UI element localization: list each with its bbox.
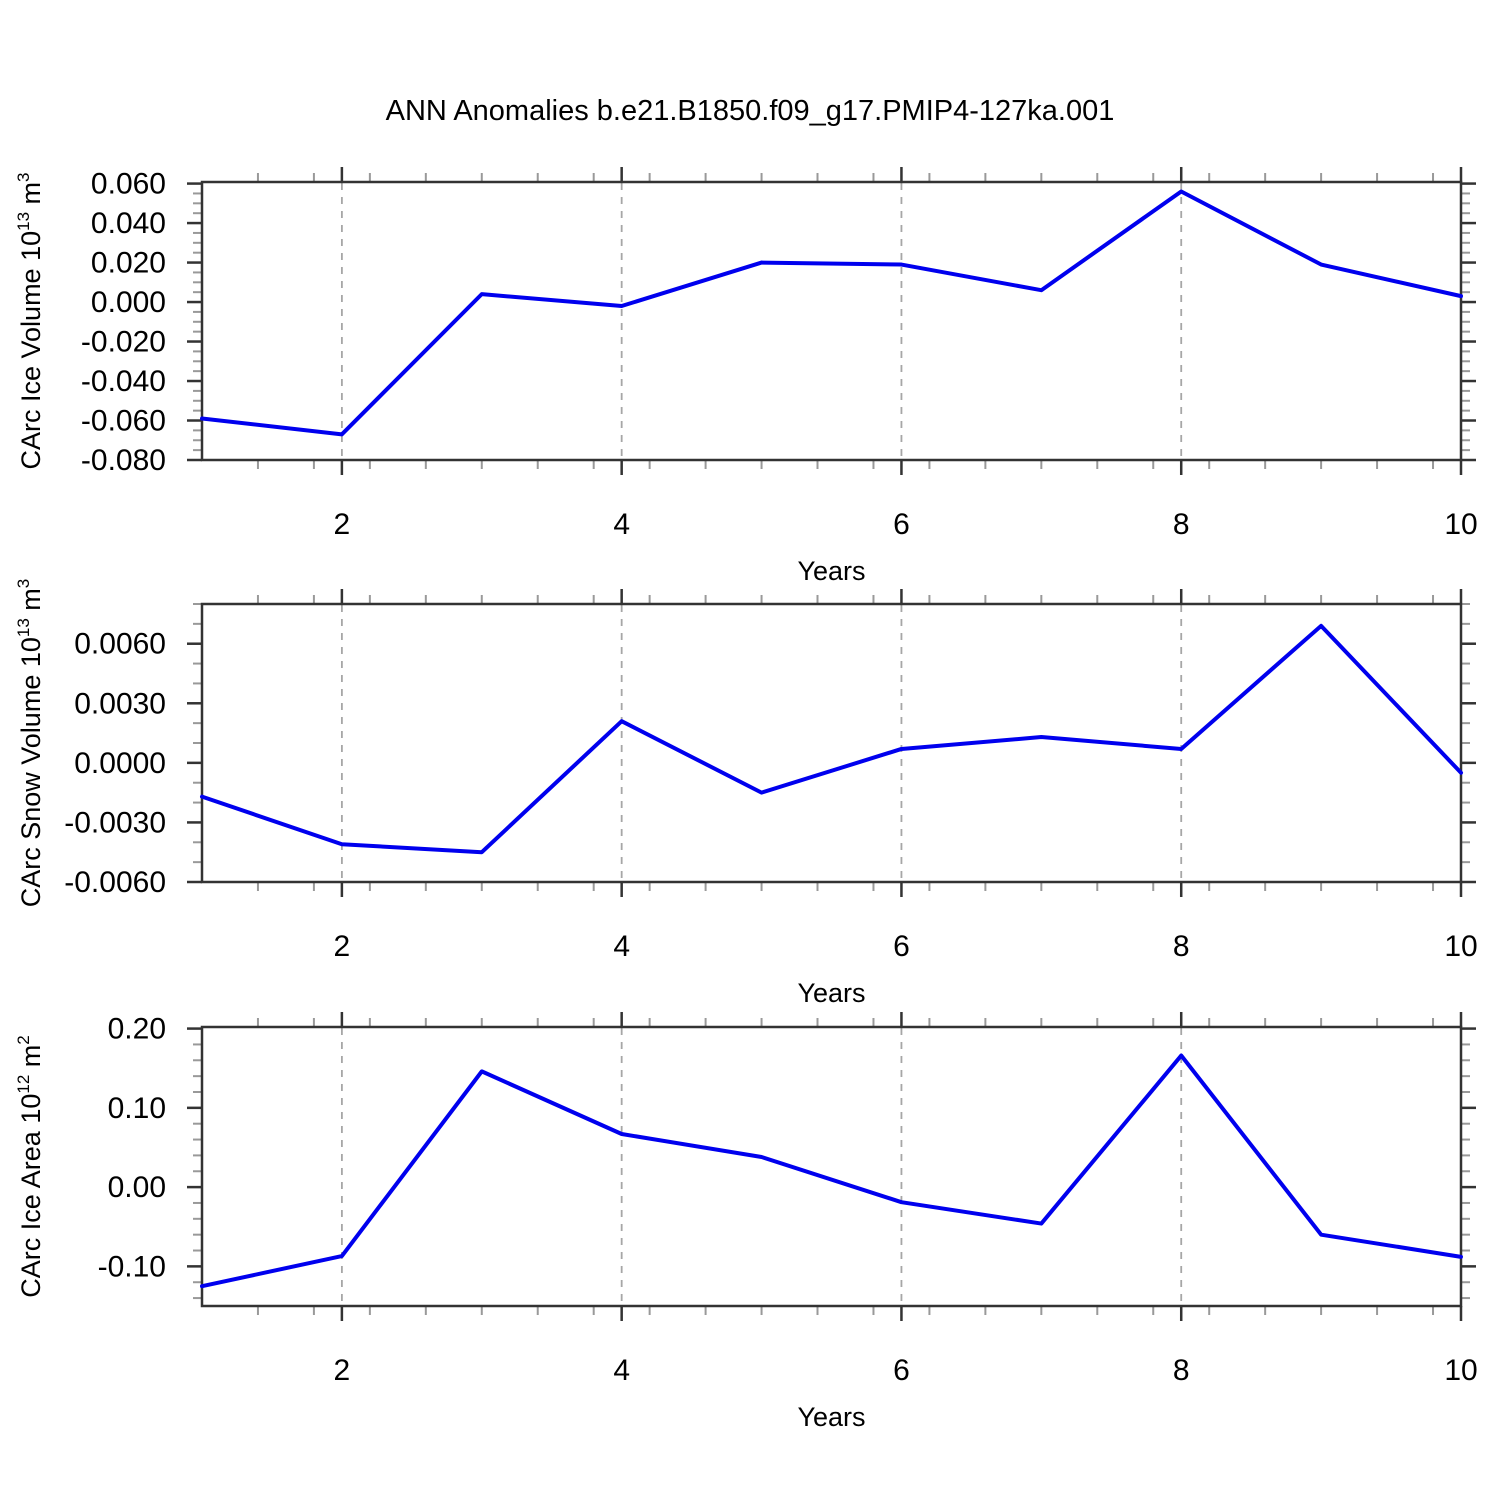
y-axis-title: CArc Ice Area 1012 m2 xyxy=(14,1035,46,1298)
x-tick-label: 4 xyxy=(613,1354,630,1387)
x-tick-label: 10 xyxy=(1444,1354,1477,1387)
y-tick-label: 0.000 xyxy=(91,286,166,319)
x-tick-label: 8 xyxy=(1173,1354,1190,1387)
y-tick-label: 0.060 xyxy=(91,168,166,201)
y-axis-title: CArc Ice Volume 1013 m3 xyxy=(14,172,46,469)
x-tick-label: 6 xyxy=(893,930,910,963)
y-tick-label: -0.080 xyxy=(81,444,166,477)
y-tick-label: 0.20 xyxy=(108,1013,166,1046)
y-tick-label: -0.0030 xyxy=(64,806,166,839)
x-axis-title: Years xyxy=(797,1402,865,1432)
x-tick-label: 10 xyxy=(1444,508,1477,541)
x-tick-label: 2 xyxy=(334,930,351,963)
panel-1: 2 4 6 8 10 0.060 0.040 0.020 0.000 -0.020 -0.040 -0… xyxy=(14,167,1478,586)
y-axis-title: CArc Snow Volume 1013 m3 xyxy=(14,579,46,908)
series-line xyxy=(200,623,1463,855)
plot-box xyxy=(200,1025,1463,1308)
x-axis-title: Years xyxy=(797,978,865,1008)
x-tick-label: 2 xyxy=(334,508,351,541)
y-tick-label: 0.0030 xyxy=(74,687,166,720)
x-tick-label: 8 xyxy=(1173,508,1190,541)
y-tick-label: -0.020 xyxy=(81,326,166,359)
series-line xyxy=(200,189,1463,437)
series-line xyxy=(200,1053,1463,1289)
x-tick-label: 6 xyxy=(893,1354,910,1387)
x-tick-label: 4 xyxy=(613,508,630,541)
plot-box xyxy=(200,180,1463,462)
y-tick-label: 0.10 xyxy=(108,1092,166,1125)
x-tick-label: 8 xyxy=(1173,930,1190,963)
x-tick-label: 6 xyxy=(893,508,910,541)
y-tick-label: -0.060 xyxy=(81,405,166,438)
y-tick-label: 0.040 xyxy=(91,207,166,240)
y-tick-label: 0.020 xyxy=(91,247,166,280)
panel-3: 2 4 6 8 10 0.20 0.10 0.00 -0.10 Years CArc Ice Are… xyxy=(14,1012,1478,1432)
y-tick-label: -0.10 xyxy=(98,1250,166,1283)
x-axis-title: Years xyxy=(797,556,865,586)
y-tick-label: 0.00 xyxy=(108,1171,166,1204)
panel-2: 2 4 6 8 10 0.0060 0.0030 0.0000 -0.0030 -0.0060 Ye… xyxy=(14,579,1478,1008)
plot-box xyxy=(200,602,1463,884)
y-tick-label: -0.040 xyxy=(81,365,166,398)
panels-group: 2 4 6 8 10 0.060 0.040 0.020 0.000 -0.020 -0.040 -0… xyxy=(14,167,1478,1432)
y-tick-label: 0.0060 xyxy=(74,628,166,661)
x-tick-label: 2 xyxy=(334,1354,351,1387)
x-tick-label: 10 xyxy=(1444,930,1477,963)
page-title: ANN Anomalies b.e21.B1850.f09_g17.PMIP4-… xyxy=(386,95,1115,127)
y-tick-label: -0.0060 xyxy=(64,866,166,899)
y-tick-label: 0.0000 xyxy=(74,747,166,780)
x-tick-label: 4 xyxy=(613,930,630,963)
